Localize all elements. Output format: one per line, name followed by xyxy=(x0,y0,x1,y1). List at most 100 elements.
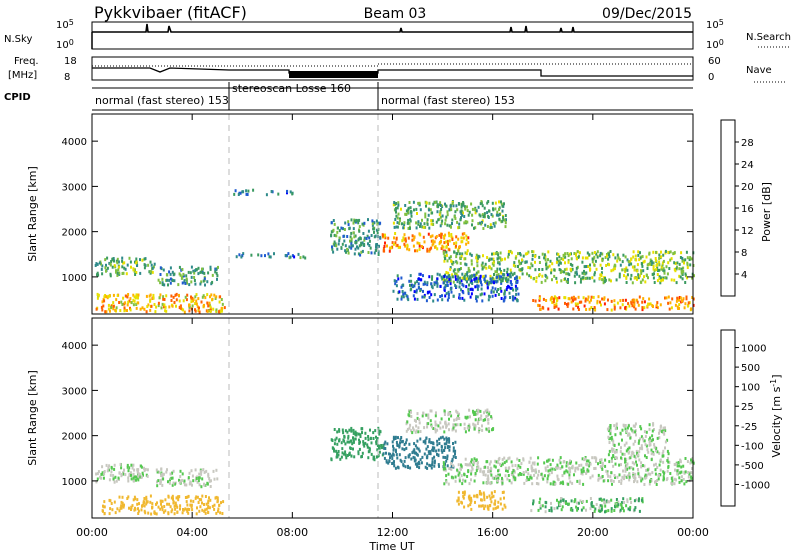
velocity-cell xyxy=(624,457,626,461)
velocity-cell xyxy=(473,425,476,429)
velocity-cell xyxy=(115,479,118,483)
power-cell xyxy=(623,274,625,278)
power-cell xyxy=(683,306,686,310)
velocity-cell xyxy=(537,508,540,512)
power-cell xyxy=(422,225,425,229)
power-cell xyxy=(693,274,695,278)
velocity-cell xyxy=(620,502,623,506)
velocity-cell xyxy=(549,482,552,486)
power-cell xyxy=(531,257,534,261)
power-cell xyxy=(428,249,431,253)
power-cell xyxy=(686,266,689,269)
power-cell xyxy=(643,259,646,263)
power-cell xyxy=(660,267,663,271)
power-cell xyxy=(455,241,458,245)
power-cell xyxy=(474,285,477,289)
power-cell xyxy=(455,272,458,276)
power-cell xyxy=(492,290,495,294)
velocity-cell xyxy=(676,472,679,476)
velocity-cell xyxy=(663,471,665,475)
velocity-cell xyxy=(470,469,473,473)
velocity-cell xyxy=(434,423,437,427)
power-cell xyxy=(473,273,476,277)
power-cell xyxy=(358,218,361,222)
velocity-cell xyxy=(364,441,367,445)
power-cell xyxy=(660,279,663,283)
power-cell xyxy=(595,252,598,256)
velocity-cell xyxy=(674,468,676,472)
power-cell xyxy=(387,236,390,240)
power-cell xyxy=(417,222,420,226)
velocity-cell xyxy=(359,440,361,444)
power-cell xyxy=(122,261,125,265)
velocity-cell xyxy=(645,468,648,472)
velocity-cell xyxy=(168,502,171,506)
power-cell xyxy=(423,280,426,284)
power-cell xyxy=(679,256,682,259)
velocity-cell xyxy=(425,447,428,451)
power-cell xyxy=(538,298,541,302)
power-cell xyxy=(613,299,616,303)
power-cell xyxy=(208,303,211,307)
velocity-cell xyxy=(582,466,585,470)
velocity-cell xyxy=(132,479,135,483)
velocity-cell xyxy=(427,416,430,420)
velocity-cell xyxy=(494,474,497,478)
velocity-cell xyxy=(463,505,466,509)
power-cell xyxy=(586,256,589,260)
power-cell xyxy=(477,277,480,281)
power-cell xyxy=(656,279,659,283)
velocity-cell xyxy=(544,466,547,470)
power-cell xyxy=(169,277,172,281)
power-cell xyxy=(115,306,118,310)
power-cell xyxy=(183,310,186,314)
velocity-cell xyxy=(187,511,190,515)
power-cell xyxy=(147,303,150,307)
power-cell xyxy=(155,305,158,309)
power-cell xyxy=(639,256,642,260)
power-cell xyxy=(112,293,115,297)
power-cell xyxy=(100,305,103,309)
velocity-cell xyxy=(446,457,449,461)
power-cell xyxy=(250,253,253,257)
power-cell xyxy=(413,290,416,294)
power-cell xyxy=(348,245,351,249)
velocity-cell xyxy=(430,425,433,429)
power-cell xyxy=(447,279,450,283)
velocity-cell xyxy=(687,475,690,479)
power-cell xyxy=(333,222,336,226)
velocity-cell xyxy=(357,450,360,454)
velocity-cell xyxy=(454,479,457,483)
power-cell xyxy=(593,271,596,275)
velocity-cell xyxy=(483,493,486,497)
velocity-cell xyxy=(610,498,613,502)
power-cell xyxy=(678,298,680,302)
velocity-cell xyxy=(361,451,364,455)
power-cell xyxy=(642,269,645,273)
velocity-cell xyxy=(512,477,515,481)
power-cell xyxy=(457,226,460,230)
velocity-cell xyxy=(609,475,612,479)
velocity-cell xyxy=(571,481,574,485)
power-cell xyxy=(658,263,661,267)
power-cell xyxy=(447,296,450,300)
velocity-cell xyxy=(637,472,640,476)
freq-label: Freq. xyxy=(14,56,39,67)
power-cell xyxy=(150,263,153,267)
power-cell xyxy=(483,278,486,281)
power-cell xyxy=(168,305,171,309)
velocity-cell xyxy=(101,509,104,513)
velocity-cell xyxy=(427,422,430,426)
velocity-cell xyxy=(179,475,182,478)
power-cell xyxy=(659,276,662,280)
velocity-cell xyxy=(142,473,144,477)
power-cell xyxy=(449,282,452,286)
velocity-cell xyxy=(405,429,408,433)
velocity-cell xyxy=(586,463,589,466)
power-cell xyxy=(129,297,132,301)
power-cell xyxy=(475,253,478,257)
velocity-cell xyxy=(609,426,612,430)
power-cell xyxy=(460,279,463,283)
power-cell xyxy=(350,237,353,241)
